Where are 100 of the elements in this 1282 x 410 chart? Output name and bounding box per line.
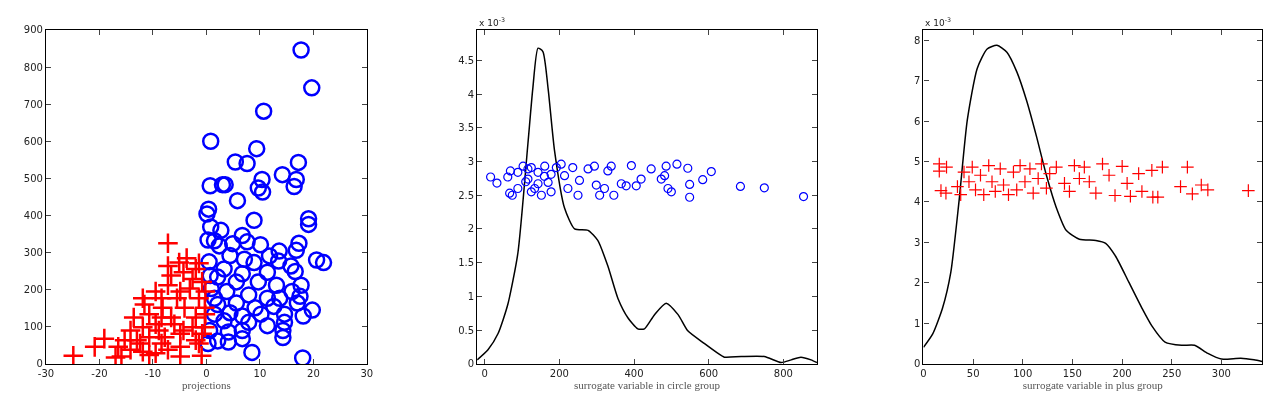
point [583,164,593,174]
point [546,187,556,197]
point [685,179,695,190]
point [533,179,543,189]
point [636,174,646,184]
x-tick-label: 200 [1112,368,1132,379]
point [1049,160,1064,175]
point [932,164,947,179]
point [993,161,1008,176]
point [595,190,605,200]
point [988,184,1003,199]
y-tick-label: 300 [23,247,43,259]
y-tick-label: 900 [23,24,43,36]
x-axis-title: surrogate variable in circle group [574,379,721,391]
point [609,190,619,200]
point [934,183,948,198]
point [698,175,708,185]
point [492,178,502,188]
point [603,166,613,176]
point [606,161,616,171]
point [957,165,971,179]
point [1082,174,1097,189]
point [939,186,953,200]
x-tick-label: 400 [624,368,644,379]
point [1144,163,1159,178]
point [631,181,641,191]
point [573,190,583,200]
point [1088,186,1103,200]
x-tick-label: 250 [1162,368,1182,379]
point [539,171,549,181]
y-tick-label: 0 [914,358,921,370]
y-tick-label: 200 [23,284,43,296]
point [591,180,601,190]
y-tick-label: 4 [914,196,921,208]
point [551,162,561,173]
y-tick-label: 0.5 [458,324,475,336]
y-tick-label: 4.5 [458,54,475,66]
y-tick-label: 8 [914,34,921,46]
point [1123,189,1138,204]
point [1023,161,1037,176]
y-tick-label: 7 [914,75,921,87]
point [1173,179,1188,194]
x-tick-label: 600 [699,368,719,379]
y-tick-label: 400 [23,209,43,221]
point [1077,160,1092,175]
point [672,159,682,169]
point [543,177,553,188]
y-tick-label: 1 [914,317,921,329]
point [1102,168,1116,183]
point [685,192,695,202]
point [981,158,996,173]
point [1120,176,1135,191]
point [530,183,540,194]
point [1135,184,1149,199]
point [1150,190,1165,205]
point [661,161,671,171]
y-tick-label: 3 [914,236,921,248]
x-tick-label: 30 [360,368,374,379]
point [1115,159,1130,174]
point [503,172,513,182]
point [574,175,585,185]
point [540,161,550,171]
point [513,183,523,194]
point [1039,181,1054,196]
y-tick-label: 0 [467,358,475,370]
point [556,159,566,169]
point [621,181,631,191]
point [1067,158,1082,173]
x-tick-label: -30 [37,368,55,379]
point [646,164,656,174]
point [1241,183,1256,198]
point [559,171,570,181]
point [626,160,636,171]
point [546,169,556,179]
point [666,187,676,197]
x-axis-title: projections [182,379,231,391]
point [950,179,965,194]
y-tick-label: 700 [23,98,43,110]
x-tick-label: 20 [307,368,320,379]
y-tick-label: 100 [23,321,43,333]
point [1108,188,1122,203]
x-tick-label: 200 [549,368,569,379]
point [1001,187,1016,202]
x-tick-label: 50 [966,368,980,379]
point [660,171,670,181]
point [1034,157,1049,171]
point [798,191,809,202]
y-tick-label: 2 [914,277,921,289]
y-tick-label: 0 [36,358,43,370]
y-tick-label: 1.5 [458,257,475,269]
point [568,162,578,173]
x-axis-title: surrogate variable in plus group [1022,379,1164,391]
point [536,190,546,200]
y-tick-label: 800 [23,61,43,73]
point [563,183,573,194]
point [1155,160,1170,175]
y-tick-label: 2.5 [458,189,475,201]
point [759,183,769,193]
point [1013,158,1027,173]
point [1009,182,1024,197]
